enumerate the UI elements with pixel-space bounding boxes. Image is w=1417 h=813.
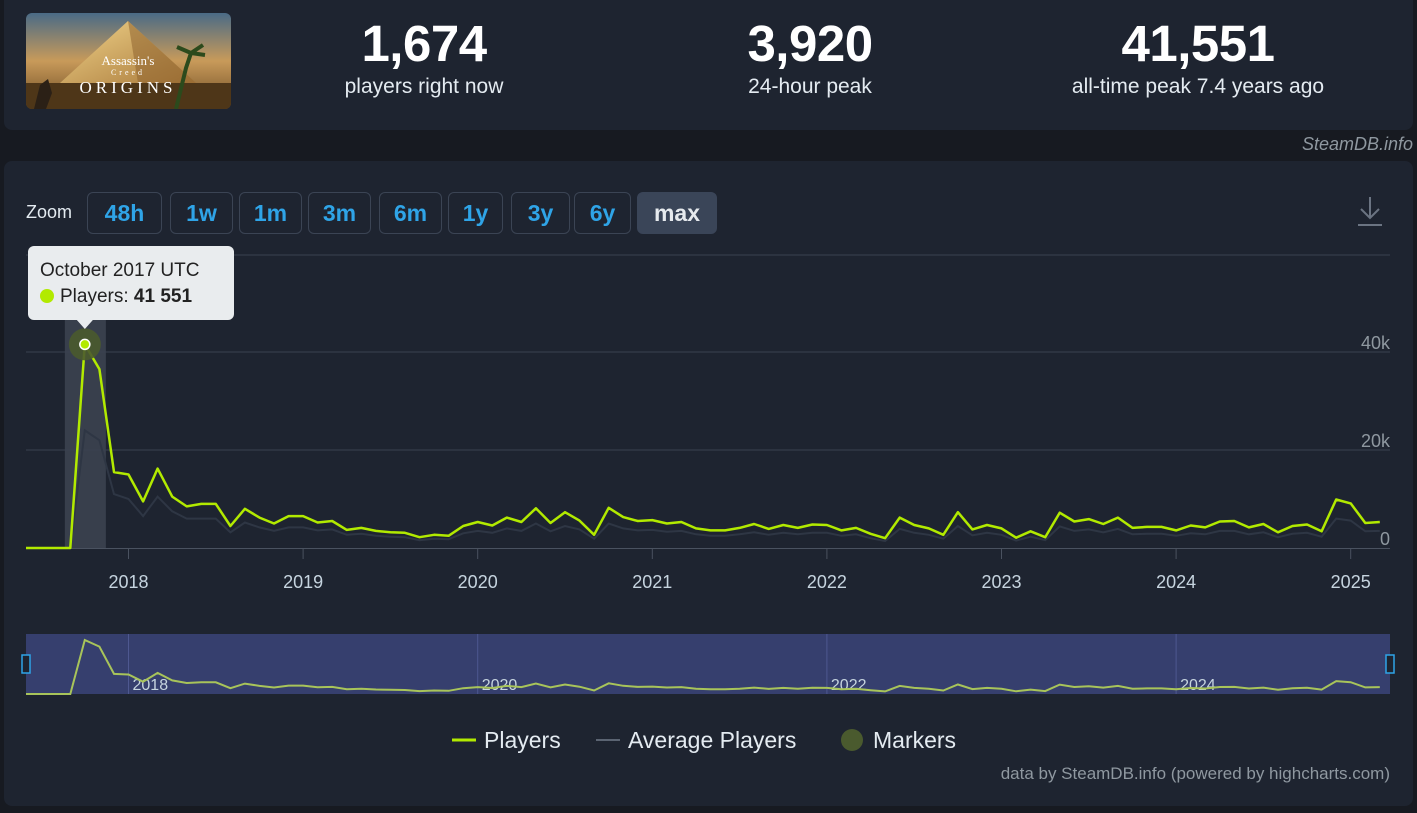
peak-marker — [79, 338, 91, 351]
tooltip-series-label: Players: — [60, 286, 129, 307]
zoom-button-max[interactable]: max — [637, 192, 717, 234]
x-tick-label: 2018 — [108, 572, 148, 592]
stat-24h-value: 3,920 — [747, 15, 873, 72]
summary-panel — [4, 0, 1413, 130]
x-tick-label: 2020 — [458, 572, 498, 592]
chart-tooltip: October 2017 UTC Players: 41 551 — [28, 246, 234, 320]
y-tick-label: 20k — [1361, 431, 1391, 451]
stat-all-time-label: all-time peak 7.4 years ago — [1071, 75, 1325, 98]
legend-average-label: Average Players — [628, 726, 797, 753]
zoom-button-6y[interactable]: 6y — [574, 192, 631, 234]
y-tick-label: 40k — [1361, 333, 1391, 353]
zoom-button-1w[interactable]: 1w — [170, 192, 233, 234]
download-icon[interactable] — [1354, 194, 1386, 228]
tooltip-value: 41 551 — [133, 286, 193, 307]
navigator-tick-label: 2022 — [831, 677, 867, 694]
chart-panel — [4, 161, 1413, 806]
x-tick-label: 2025 — [1331, 572, 1371, 592]
steamdb-credit[interactable]: SteamDB.info — [1301, 134, 1413, 154]
zoom-button-48h[interactable]: 48h — [87, 192, 162, 234]
legend-item-markers[interactable]: Markers — [840, 725, 956, 755]
navigator-left-handle — [21, 654, 31, 674]
navigator-series-line — [26, 638, 1380, 695]
tooltip-value-row: Players: 41 551 — [40, 286, 192, 308]
game-title-line-3: ORIGINS — [80, 78, 177, 97]
highcharts-credit[interactable]: data by SteamDB.info (powered by highcha… — [1000, 764, 1390, 783]
x-tick-label: 2019 — [283, 572, 323, 592]
navigator-right-handle — [1385, 654, 1395, 674]
stat-current-value: 1,674 — [361, 15, 487, 72]
x-tick-label: 2024 — [1156, 572, 1196, 592]
x-tick-label: 2022 — [807, 572, 847, 592]
average-players-line — [26, 428, 1380, 549]
zoom-button-3y[interactable]: 3y — [511, 192, 570, 234]
zoom-button-1y[interactable]: 1y — [448, 192, 503, 234]
tooltip-pointer — [76, 320, 93, 329]
stat-current-players: 1,674 players right now — [322, 14, 526, 100]
zoom-button-1m[interactable]: 1m — [239, 192, 302, 234]
legend-item-average[interactable]: Average Players — [596, 725, 796, 755]
navigator-tick-label: 2024 — [1180, 677, 1216, 694]
game-title-line-2: Creed — [111, 68, 145, 77]
legend-item-players[interactable]: Players — [452, 725, 561, 755]
stat-all-time-peak: 41,551 all-time peak 7.4 years ago — [1048, 14, 1348, 100]
zoom-label: Zoom — [26, 202, 73, 222]
x-tick-label: 2023 — [981, 572, 1021, 592]
legend-players-swatch — [452, 738, 476, 742]
tooltip-series-dot — [40, 289, 54, 303]
players-line — [25, 343, 1380, 550]
stat-24h-label: 24-hour peak — [748, 75, 872, 98]
zoom-button-6m[interactable]: 6m — [379, 192, 442, 234]
game-title-line-1: Assassin's — [102, 53, 155, 68]
game-cover-image[interactable]: Assassin's Creed ORIGINS — [26, 13, 231, 109]
legend-markers-label: Markers — [873, 726, 957, 753]
zoom-button-3m[interactable]: 3m — [308, 192, 371, 234]
legend-players-label: Players — [484, 726, 561, 753]
stat-24h-peak: 3,920 24-hour peak — [708, 14, 912, 100]
stat-all-time-value: 41,551 — [1121, 15, 1276, 72]
legend-average-swatch — [596, 739, 620, 741]
y-tick-label: 0 — [1380, 529, 1390, 549]
tooltip-date: October 2017 UTC — [40, 260, 200, 281]
legend-markers-swatch — [841, 729, 863, 751]
x-tick-label: 2021 — [632, 572, 672, 592]
stat-current-label: players right now — [344, 75, 504, 98]
navigator-tick-label: 2020 — [482, 677, 518, 694]
